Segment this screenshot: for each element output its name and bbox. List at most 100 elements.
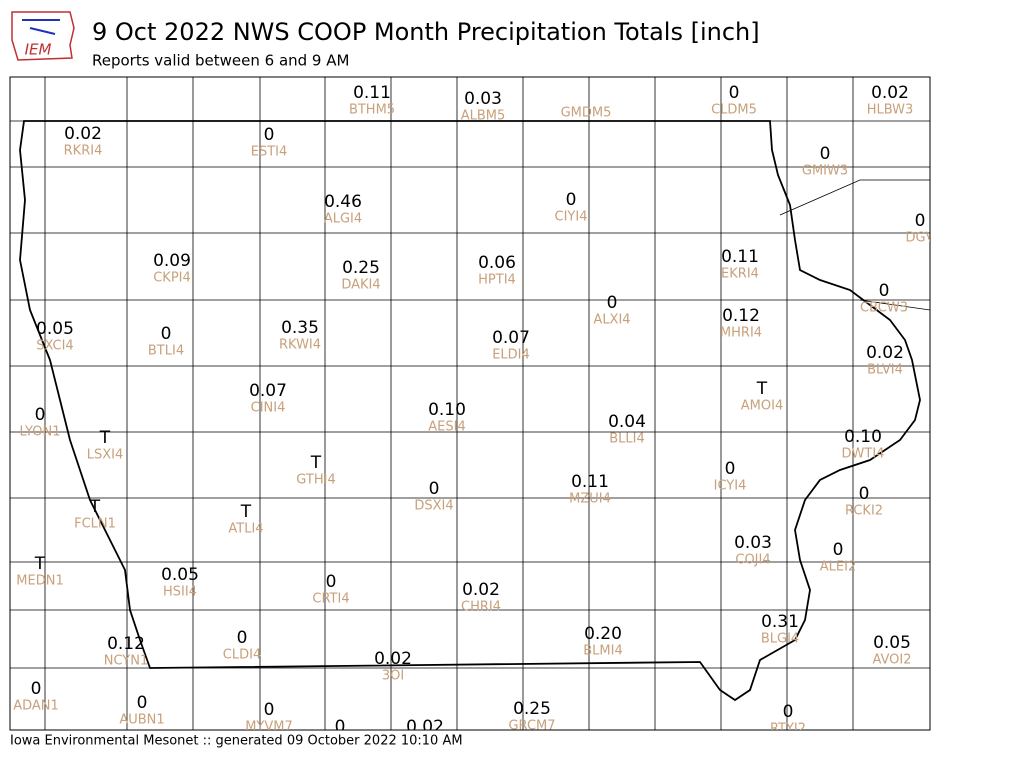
station-value: 0 [879, 281, 890, 301]
station-value: 0.25 [513, 699, 551, 719]
station-id: LYON1 [20, 425, 61, 440]
station-value: T [310, 453, 322, 473]
station-id: ALBM5 [461, 109, 506, 124]
station-id: BTHM5 [349, 103, 395, 118]
station-id: RKWI4 [279, 338, 321, 353]
station-value: 0 [326, 572, 337, 592]
river [779, 179, 930, 311]
station-value: 0.07 [249, 381, 287, 401]
station-id: CBCW3 [860, 301, 908, 316]
station-value: 0.09 [153, 251, 191, 271]
station-id: 3OI [382, 669, 404, 684]
station-id: GMIW3 [802, 164, 848, 179]
station-value: 0.05 [161, 565, 199, 585]
station-id: EKRI4 [721, 267, 759, 282]
station-id: RKRI4 [64, 144, 103, 159]
station-value: 0 [264, 125, 275, 145]
station-value: 0.02 [871, 83, 909, 103]
station-id: DGV [906, 231, 935, 246]
station-value: 0.10 [844, 427, 882, 447]
station-id: AESI4 [428, 420, 465, 435]
county-lines [10, 77, 930, 730]
station-id: DSXI4 [414, 499, 453, 514]
station-value: 0.20 [584, 624, 622, 644]
state-border [19, 120, 921, 702]
station-value: T [756, 379, 768, 399]
station-value: 0 [820, 144, 831, 164]
station-id: BLGI4 [761, 632, 799, 647]
station-id: MZUI4 [569, 492, 611, 507]
station-id: GMDM5 [561, 106, 612, 121]
station-value: 0.31 [761, 612, 799, 632]
station-value: 0 [161, 324, 172, 344]
station-id: ESTI4 [251, 145, 288, 160]
station-value: 0.03 [464, 89, 502, 109]
station-value: 0 [31, 679, 42, 699]
station-value: 0.11 [721, 247, 759, 267]
station-id: HSII4 [163, 585, 197, 600]
station-value: 0 [264, 700, 275, 720]
station-id: HPTI4 [478, 273, 516, 288]
station-id: GRCM7 [508, 719, 555, 734]
station-value: 0.12 [722, 306, 760, 326]
station-value: 0 [915, 211, 926, 231]
station-value: 0.02 [462, 580, 500, 600]
station-value: 0 [729, 83, 740, 103]
station-value: 0 [335, 717, 346, 737]
station-id: ATLI4 [228, 522, 263, 537]
station-value: 0 [566, 190, 577, 210]
station-id: MHRI4 [720, 326, 762, 341]
station-id: ALXI4 [593, 313, 630, 328]
station-value: 0.11 [353, 83, 391, 103]
station-value: T [34, 554, 46, 574]
station-id: CIYI4 [555, 210, 588, 225]
station-id: RTYI2 [770, 722, 806, 737]
station-value: 0 [783, 702, 794, 722]
station-id: FCLN1 [74, 517, 116, 532]
station-value: 0 [137, 693, 148, 713]
logo: IEM [11, 11, 75, 61]
station-id: GTHI4 [296, 473, 335, 488]
station-value: 0.03 [734, 533, 772, 553]
station-value: 0.05 [873, 633, 911, 653]
station-value: 0 [725, 459, 736, 479]
station-value: T [99, 428, 111, 448]
station-value: 0.46 [324, 192, 362, 212]
station-value: 0.02 [866, 343, 904, 363]
station-value: 0 [859, 484, 870, 504]
station-id: CHRI4 [461, 600, 501, 615]
station-id: RCKI2 [845, 504, 883, 519]
footer: Iowa Environmental Mesonet :: generated … [10, 734, 463, 749]
station-value: T [240, 502, 252, 522]
title: 9 Oct 2022 NWS COOP Month Precipitation … [92, 18, 760, 46]
station-id: MYVM7 [245, 720, 293, 735]
station-value: 0.06 [478, 253, 516, 273]
station-id: BLMI4 [583, 644, 622, 659]
station-id: CKPI4 [153, 271, 191, 286]
station-value: 0 [429, 479, 440, 499]
station-id: CLDM5 [711, 103, 757, 118]
station-id: ICYI4 [714, 479, 747, 494]
station-value: 0.04 [608, 412, 646, 432]
map [10, 77, 930, 730]
station-id: MEDN1 [16, 574, 63, 589]
station-id: NCYN1 [104, 654, 149, 669]
map-frame [9, 76, 931, 731]
station-id: DAKI4 [341, 278, 380, 293]
station-value: 0.02 [406, 717, 444, 737]
station-value: 0 [237, 628, 248, 648]
station-id: HLBW3 [867, 103, 914, 118]
station-id: AVOI2 [872, 653, 911, 668]
station-value: 0 [607, 293, 618, 313]
station-id: AUBN1 [119, 713, 164, 728]
station-id: BLVI4 [867, 363, 903, 378]
station-id: ELDI4 [492, 348, 530, 363]
station-id: CLDI4 [223, 648, 261, 663]
station-id: CRTI4 [312, 592, 349, 607]
logo-text: IEM [25, 41, 52, 59]
station-value: 0.35 [281, 318, 319, 338]
station-value: 0.02 [64, 124, 102, 144]
